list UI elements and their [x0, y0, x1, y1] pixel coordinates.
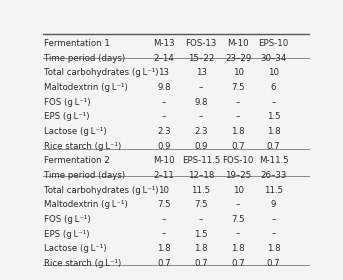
Text: 2.3: 2.3	[157, 127, 170, 136]
Text: FOS (g L⁻¹): FOS (g L⁻¹)	[44, 215, 91, 224]
Text: –: –	[199, 83, 203, 92]
Text: 7.5: 7.5	[194, 200, 208, 209]
Text: 2–14: 2–14	[153, 54, 174, 63]
Text: 0.7: 0.7	[267, 142, 281, 151]
Text: 1.8: 1.8	[267, 244, 281, 253]
Text: Time period (days): Time period (days)	[44, 54, 125, 63]
Text: 0.7: 0.7	[267, 259, 281, 268]
Text: –: –	[236, 200, 240, 209]
Text: M-11.5: M-11.5	[259, 156, 288, 165]
Text: Time period (days): Time period (days)	[44, 171, 125, 180]
Text: 30–34: 30–34	[260, 54, 287, 63]
Text: FOS-13: FOS-13	[185, 39, 217, 48]
Text: 9.8: 9.8	[194, 98, 208, 107]
Text: 13: 13	[196, 68, 206, 77]
Text: Fermentation 1: Fermentation 1	[44, 39, 110, 48]
Text: –: –	[199, 215, 203, 224]
Text: EPS-10: EPS-10	[259, 39, 289, 48]
Text: 0.7: 0.7	[157, 259, 170, 268]
Text: EPS-11.5: EPS-11.5	[182, 156, 220, 165]
Text: –: –	[236, 112, 240, 121]
Text: EPS (g L⁻¹): EPS (g L⁻¹)	[44, 230, 90, 239]
Text: 0.9: 0.9	[157, 142, 170, 151]
Text: 1.8: 1.8	[232, 127, 245, 136]
Text: 1.5: 1.5	[194, 230, 208, 239]
Text: –: –	[162, 215, 166, 224]
Text: –: –	[271, 230, 276, 239]
Text: –: –	[162, 112, 166, 121]
Text: FOS (g L⁻¹): FOS (g L⁻¹)	[44, 98, 91, 107]
Text: Fermentation 2: Fermentation 2	[44, 156, 110, 165]
Text: 0.9: 0.9	[194, 142, 208, 151]
Text: 7.5: 7.5	[232, 83, 245, 92]
Text: 10: 10	[233, 68, 244, 77]
Text: 11.5: 11.5	[191, 186, 211, 195]
Text: 15–22: 15–22	[188, 54, 214, 63]
Text: 2–11: 2–11	[153, 171, 174, 180]
Text: 12–18: 12–18	[188, 171, 214, 180]
Text: –: –	[271, 98, 276, 107]
Text: 1.8: 1.8	[194, 244, 208, 253]
Text: 9.8: 9.8	[157, 83, 170, 92]
Text: M-10: M-10	[227, 39, 249, 48]
Text: M-13: M-13	[153, 39, 175, 48]
Text: 19–25: 19–25	[225, 171, 251, 180]
Text: 10: 10	[268, 68, 279, 77]
Text: –: –	[199, 112, 203, 121]
Text: EPS (g L⁻¹): EPS (g L⁻¹)	[44, 112, 90, 121]
Text: 2.3: 2.3	[194, 127, 208, 136]
Text: Rice starch (g L⁻¹): Rice starch (g L⁻¹)	[44, 259, 121, 268]
Text: Maltodextrin (g L⁻¹): Maltodextrin (g L⁻¹)	[44, 83, 128, 92]
Text: 13: 13	[158, 68, 169, 77]
Text: –: –	[236, 230, 240, 239]
Text: Rice starch (g L⁻¹): Rice starch (g L⁻¹)	[44, 142, 121, 151]
Text: 9: 9	[271, 200, 276, 209]
Text: 1.5: 1.5	[267, 112, 281, 121]
Text: 1.8: 1.8	[232, 244, 245, 253]
Text: FOS-10: FOS-10	[223, 156, 254, 165]
Text: Total carbohydrates (g L⁻¹): Total carbohydrates (g L⁻¹)	[44, 68, 159, 77]
Text: Maltodextrin (g L⁻¹): Maltodextrin (g L⁻¹)	[44, 200, 128, 209]
Text: 1.8: 1.8	[267, 127, 281, 136]
Text: 7.5: 7.5	[157, 200, 170, 209]
Text: Lactose (g L⁻¹): Lactose (g L⁻¹)	[44, 127, 107, 136]
Text: –: –	[236, 98, 240, 107]
Text: 26–33: 26–33	[260, 171, 287, 180]
Text: 10: 10	[158, 186, 169, 195]
Text: –: –	[162, 98, 166, 107]
Text: 0.7: 0.7	[232, 142, 245, 151]
Text: M-10: M-10	[153, 156, 175, 165]
Text: 0.7: 0.7	[194, 259, 208, 268]
Text: –: –	[271, 215, 276, 224]
Text: 1.8: 1.8	[157, 244, 170, 253]
Text: –: –	[162, 230, 166, 239]
Text: 0.7: 0.7	[232, 259, 245, 268]
Text: 10: 10	[233, 186, 244, 195]
Text: Total carbohydrates (g L⁻¹): Total carbohydrates (g L⁻¹)	[44, 186, 159, 195]
Text: Lactose (g L⁻¹): Lactose (g L⁻¹)	[44, 244, 107, 253]
Text: 7.5: 7.5	[232, 215, 245, 224]
Text: 23–29: 23–29	[225, 54, 251, 63]
Text: 11.5: 11.5	[264, 186, 283, 195]
Text: 6: 6	[271, 83, 276, 92]
